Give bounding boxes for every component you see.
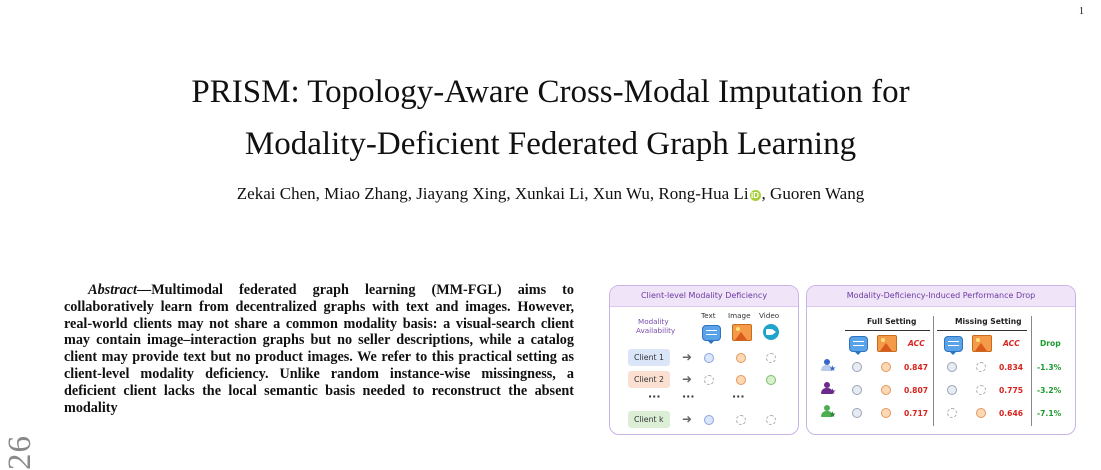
image-missing-dot [976,362,986,372]
text-dot [947,362,957,372]
column-divider [933,316,934,426]
performance-drop-panel: Modality-Deficiency-Induced Performance … [806,285,1076,435]
drop-value: -3.2% [1037,386,1062,395]
col-text-label: Text [701,311,716,320]
video-missing-dot [766,415,776,425]
page-number: 1 [1079,6,1084,17]
paper-title: PRISM: Topology-Aware Cross-Modal Imputa… [0,66,1101,170]
client-k-chip: Client k [628,411,670,428]
arrow-icon: ➜ [682,372,693,386]
drop-value: -7.1% [1037,409,1062,418]
performance-drop-title: Modality-Deficiency-Induced Performance … [807,286,1075,307]
image-available-dot [736,353,746,363]
user-icon: ★ [821,405,836,419]
image-missing-dot [976,385,986,395]
full-acc-value: 0.717 [904,409,929,418]
missing-acc-value: 0.834 [999,363,1024,372]
full-acc-value: 0.807 [904,386,929,395]
abstract-lead: Abstract [88,282,137,298]
abstract: Abstract—Multimodal federated graph lear… [64,282,574,416]
acc-label-full: ACC [908,339,925,348]
acc-label-missing: ACC [1003,339,1020,348]
client-2-chip: Client 2 [628,371,671,388]
authors-part-2: , Guoren Wang [761,184,865,203]
text-modality-icon [702,325,721,344]
title-line-1: PRISM: Topology-Aware Cross-Modal Imputa… [191,74,910,110]
authors-part-1: Zekai Chen, Miao Zhang, Jiayang Xing, Xu… [236,184,749,203]
ellipsis: ··· [732,390,745,403]
text-dot [947,385,957,395]
image-dot [976,408,986,418]
user-icon: ★ [821,382,836,396]
text-dot [852,362,862,372]
arrow-icon: ➜ [682,350,693,364]
image-dot [881,385,891,395]
text-available-dot [704,415,714,425]
image-dot [881,362,891,372]
drop-header: Drop [1040,339,1061,348]
image-modality-icon [732,324,752,341]
image-missing-dot [736,415,746,425]
header-rule [845,330,930,331]
video-modality-icon [763,324,779,340]
text-available-dot [704,353,714,363]
video-available-dot [766,375,776,385]
client-1-chip: Client 1 [628,349,671,366]
author-list: Zekai Chen, Miao Zhang, Jiayang Xing, Xu… [0,184,1101,204]
text-dot [852,408,862,418]
text-missing-dot [704,375,714,385]
title-line-2: Modality-Deficient Federated Graph Learn… [244,126,857,162]
text-modality-icon [944,336,963,355]
column-divider [1031,316,1032,426]
arrow-icon: ➜ [682,412,693,426]
full-acc-value: 0.847 [904,363,929,372]
ellipsis: ··· [682,390,695,403]
video-missing-dot [766,353,776,363]
image-modality-icon [877,335,897,352]
missing-acc-value: 0.775 [999,386,1024,395]
availability-label-2: Availability [636,326,676,335]
col-image-label: Image [728,311,751,320]
missing-acc-value: 0.646 [999,409,1024,418]
image-available-dot [736,375,746,385]
text-dot [852,385,862,395]
drop-value: -1.3% [1037,363,1062,372]
orcid-icon[interactable]: iD [749,190,761,201]
image-modality-icon [972,335,992,352]
client-deficiency-panel: Client-level Modality Deficiency Modalit… [609,285,799,435]
client-deficiency-title: Client-level Modality Deficiency [610,286,798,307]
user-icon: ★ [821,359,836,373]
image-dot [881,408,891,418]
arxiv-stamp: 26 [2,435,38,470]
col-video-label: Video [759,311,780,320]
text-modality-icon [849,336,868,355]
abstract-body: —Multimodal federated graph learning (MM… [64,282,574,416]
header-rule [937,330,1027,331]
missing-setting-header: Missing Setting [955,317,1022,326]
availability-label-1: Modality [638,317,669,326]
text-missing-dot [947,408,957,418]
ellipsis: ··· [648,390,661,403]
full-setting-header: Full Setting [867,317,917,326]
